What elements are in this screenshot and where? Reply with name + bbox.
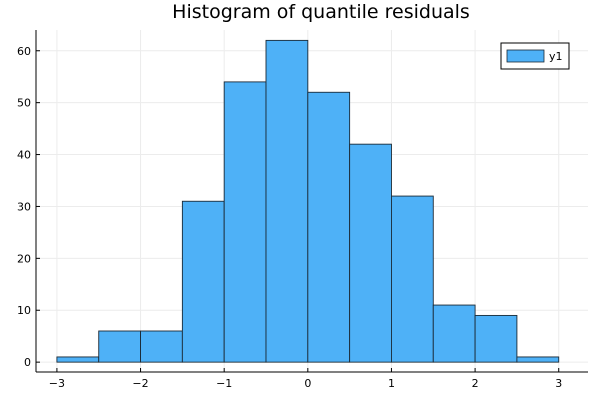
axes-layer <box>35 30 588 373</box>
legend-swatch <box>506 49 545 63</box>
legend: y1 <box>500 42 570 70</box>
x-tick-label-5: 2 <box>472 377 479 390</box>
y-tick-label-1: 10 <box>17 304 31 317</box>
histogram-bar-8 <box>391 195 434 363</box>
histogram-bar-11 <box>516 356 560 363</box>
histogram-bar-7 <box>349 143 392 363</box>
chart-title: Histogram of quantile residuals <box>172 1 470 23</box>
y-tick-label-6: 60 <box>17 45 31 58</box>
x-tick-label-0: −3 <box>49 377 65 390</box>
histogram-bar-10 <box>474 314 518 363</box>
x-tick-label-1: −2 <box>132 377 148 390</box>
histogram-bar-2 <box>140 330 183 363</box>
y-tick-label-4: 40 <box>17 149 31 162</box>
y-tick-label-5: 50 <box>17 97 31 110</box>
x-tick-label-6: 3 <box>555 377 562 390</box>
legend-label-y1: y1 <box>549 50 563 63</box>
y-tick-label-2: 20 <box>17 252 31 265</box>
x-tick-label-2: −1 <box>216 377 232 390</box>
bars-layer <box>56 39 560 363</box>
x-tick-label-3: 0 <box>304 377 311 390</box>
histogram-bar-5 <box>265 39 309 363</box>
histogram-bar-0 <box>56 356 100 363</box>
histogram-bar-1 <box>98 330 141 363</box>
histogram-bar-3 <box>181 200 225 363</box>
histogram-bar-9 <box>432 304 476 363</box>
y-tick-label-3: 30 <box>17 200 31 213</box>
histogram-bar-4 <box>223 81 267 363</box>
x-tick-label-4: 1 <box>388 377 395 390</box>
histogram-bar-6 <box>307 91 351 363</box>
y-tick-label-0: 0 <box>24 356 31 369</box>
